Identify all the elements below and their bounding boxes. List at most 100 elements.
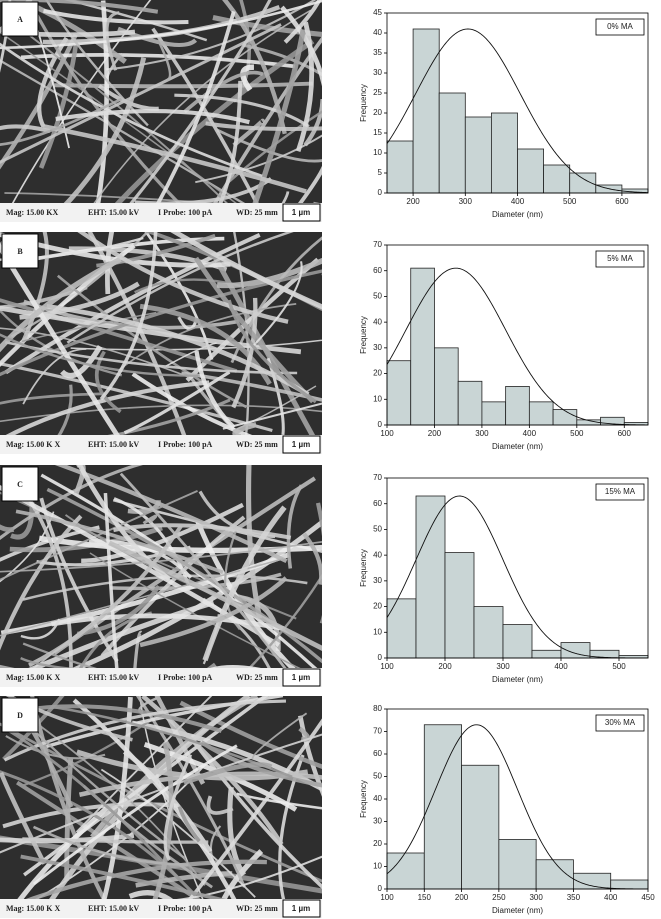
- x-axis-label: Diameter (nm): [492, 906, 543, 915]
- fiber: [21, 712, 206, 886]
- y-tick-label: 60: [373, 749, 382, 758]
- sem-image: [0, 465, 322, 687]
- fiber: [15, 806, 109, 905]
- fiber: [0, 269, 322, 377]
- fiber: [231, 297, 258, 409]
- fiber: [248, 28, 306, 217]
- sem-image: [0, 0, 358, 222]
- x-tick-label: 350: [567, 893, 581, 902]
- fiber: [0, 0, 322, 50]
- y-tick-label: 20: [373, 839, 382, 848]
- caption-bar: [0, 435, 322, 454]
- fiber: [205, 121, 322, 132]
- y-tick-label: 15: [373, 128, 382, 137]
- bar: [505, 386, 530, 426]
- fiber: [46, 303, 310, 397]
- y-tick-label: 45: [373, 8, 382, 17]
- y-tick-label: 0: [378, 420, 383, 429]
- x-tick-label: 500: [612, 662, 626, 671]
- fiber: [179, 700, 322, 770]
- x-tick-label: 600: [615, 197, 629, 206]
- fiber: [59, 57, 147, 211]
- fiber: [170, 232, 322, 310]
- fiber: [315, 502, 322, 624]
- y-tick-label: 30: [373, 817, 382, 826]
- x-tick-label: 200: [428, 429, 442, 438]
- fiber: [302, 532, 322, 585]
- fiber: [303, 98, 322, 147]
- fiber: [106, 0, 317, 71]
- y-tick-label: 35: [373, 48, 382, 57]
- y-tick-label: 50: [373, 292, 382, 301]
- panel-letter-box: [1, 1, 39, 37]
- sem-caption: EHT: 15.00 kV: [88, 440, 139, 449]
- annotation-box: [595, 250, 645, 268]
- fiber: [163, 753, 193, 862]
- y-tick-label: 60: [373, 266, 382, 275]
- sem-caption: Mag: 15.00 K X: [6, 904, 60, 913]
- scale-box: [282, 668, 321, 687]
- y-tick-label: 60: [373, 499, 382, 508]
- y-tick-label: 40: [373, 317, 382, 326]
- fiber: [119, 472, 301, 687]
- fiber: [123, 370, 231, 435]
- fiber: [8, 696, 74, 808]
- fiber: [165, 342, 217, 367]
- fiber: [62, 519, 322, 677]
- fit-curve: [387, 28, 648, 193]
- fiber: [216, 128, 322, 163]
- bar: [386, 140, 414, 194]
- fiber: [295, 21, 315, 152]
- fiber: [108, 540, 322, 651]
- fiber: [177, 805, 201, 843]
- sem-caption: EHT: 15.00 kV: [88, 208, 139, 217]
- fiber: [340, 0, 358, 56]
- bar: [434, 347, 459, 426]
- sem-caption: I Probe: 100 pA: [158, 440, 213, 449]
- y-tick-label: 0: [378, 884, 383, 893]
- fiber: [183, 70, 264, 114]
- fiber: [0, 733, 322, 854]
- fiber: [0, 236, 144, 261]
- fiber: [100, 696, 133, 907]
- fiber: [0, 772, 47, 865]
- x-tick-label: 400: [554, 662, 568, 671]
- panel-letter: A: [17, 15, 23, 24]
- fiber: [251, 712, 308, 760]
- bar: [438, 92, 466, 194]
- x-tick-label: 300: [496, 662, 510, 671]
- fiber: [82, 9, 312, 220]
- sem-caption: I Probe: 100 pA: [158, 904, 213, 913]
- sem-image: [0, 696, 322, 918]
- bar: [444, 552, 475, 659]
- fiber: [0, 97, 123, 146]
- fiber: [38, 535, 322, 554]
- sem-image: [0, 232, 322, 454]
- fiber: [99, 232, 158, 401]
- fiber: [32, 825, 189, 866]
- bar: [386, 360, 412, 426]
- scale-box: [282, 435, 321, 454]
- bar: [535, 859, 574, 890]
- bar: [528, 401, 554, 426]
- y-tick-label: 10: [373, 394, 382, 403]
- x-tick-label: 150: [418, 893, 432, 902]
- y-tick-label: 10: [373, 627, 382, 636]
- bar: [412, 28, 440, 194]
- bar: [461, 764, 500, 890]
- fiber: [173, 718, 322, 918]
- fiber: [0, 380, 210, 443]
- fiber: [41, 696, 251, 913]
- fiber: [151, 27, 269, 222]
- x-tick-label: 600: [618, 429, 632, 438]
- x-axis-label: Diameter (nm): [492, 442, 543, 451]
- fiber: [10, 501, 35, 540]
- fiber: [66, 232, 294, 344]
- fiber: [253, 261, 303, 346]
- sem-caption: Mag: 15.00 K X: [6, 673, 60, 682]
- x-tick-label: 200: [455, 893, 469, 902]
- fiber: [5, 696, 133, 742]
- fiber: [216, 257, 322, 289]
- y-tick-label: 70: [373, 473, 382, 482]
- fiber: [42, 124, 307, 194]
